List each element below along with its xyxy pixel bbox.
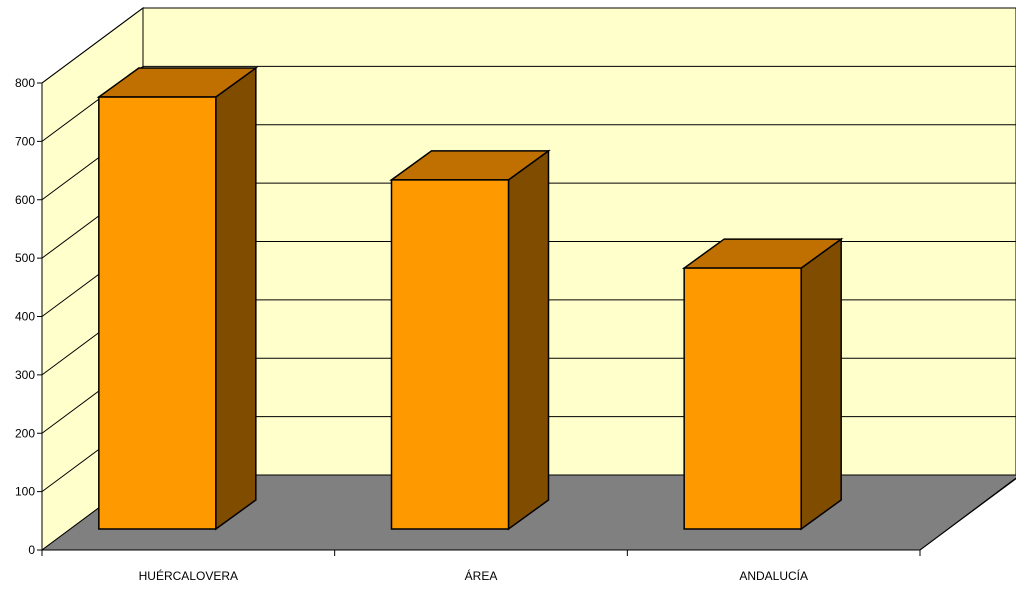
y-tick-label: 300 [15,368,35,382]
labels: 0 100 200 300 400 500 600 700 800 HUÉRCALOVERA ÁRE… [15,76,808,583]
y-tick-label: 600 [15,193,35,207]
y-tick-label: 800 [15,76,35,90]
bar-side [800,237,842,531]
bar-front [98,96,217,530]
bar-front [390,179,510,530]
y-tick-label: 0 [28,543,35,557]
bar-1 [96,66,259,531]
bar-front [683,267,802,530]
y-tick-label: 700 [15,134,35,148]
x-category-label: ANDALUCÍA [739,568,808,583]
y-tick-label: 400 [15,310,35,324]
x-category-label: ÁREA [465,568,498,583]
axes [37,82,1016,556]
x-category-label: HUÉRCALOVERA [139,568,238,583]
gridlines [41,7,1016,493]
gridline-side [41,7,144,84]
floor-edge-right [919,477,1016,551]
bar-side [215,66,257,531]
bar-2 [389,149,551,531]
bars [96,66,844,531]
bar-side [507,149,550,531]
y-tick-label: 500 [15,251,35,265]
bar-3 [681,237,844,531]
y-tick-label: 100 [15,485,35,499]
y-tick-label: 200 [15,426,35,440]
